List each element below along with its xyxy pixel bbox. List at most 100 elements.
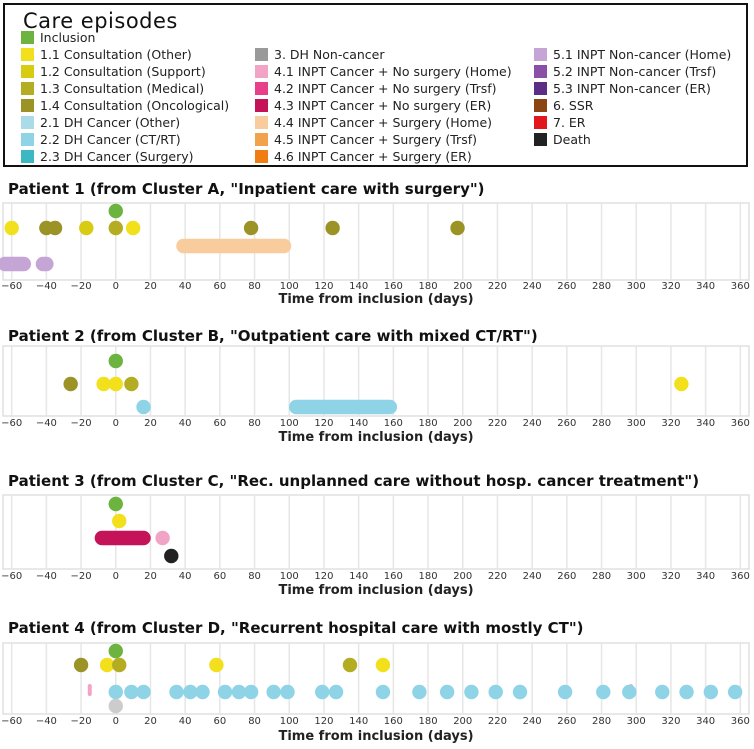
x-tick-label: 140: [349, 281, 368, 292]
x-tick-label: 180: [418, 571, 437, 582]
x-tick-label: 80: [248, 418, 261, 429]
episode-point: [243, 684, 259, 700]
legend-label: 4.1 INPT Cancer + No surgery (Home): [274, 64, 512, 79]
x-tick-label: 0: [113, 716, 119, 727]
legend-swatch: [534, 65, 547, 78]
legend-item: 5.1 INPT Non-cancer (Home): [534, 46, 731, 63]
x-tick-label: 220: [488, 418, 507, 429]
legend-swatch: [534, 133, 547, 146]
episode-point: [679, 684, 694, 700]
x-tick-label: 100: [280, 571, 299, 582]
legend-swatch: [534, 48, 547, 61]
episode-span: [288, 399, 398, 415]
episode-point: [488, 684, 503, 700]
x-tick-label: −20: [71, 418, 92, 429]
x-tick-label: 20: [144, 716, 157, 727]
legend-swatch: [534, 116, 547, 129]
episode-point: [596, 684, 611, 700]
x-tick-label: 300: [627, 281, 646, 292]
legend-swatch: [255, 133, 268, 146]
episode-point: [108, 698, 123, 714]
x-tick-label: −40: [36, 418, 57, 429]
episode-point: [63, 376, 78, 392]
episode-point: [108, 496, 123, 512]
x-tick-label: 280: [592, 571, 611, 582]
legend-title: Care episodes: [23, 9, 178, 33]
x-tick-label: 340: [696, 418, 715, 429]
legend-item: 6. SSR: [534, 97, 593, 114]
x-tick-label: 120: [314, 418, 333, 429]
legend-swatch: [21, 150, 34, 163]
x-tick-label: 260: [557, 418, 576, 429]
x-tick-label: 140: [349, 418, 368, 429]
legend-swatch: [21, 99, 34, 112]
episode-span: [94, 530, 151, 546]
x-tick-label: 120: [314, 716, 333, 727]
plot-frame: [2, 642, 750, 715]
x-tick-label: −60: [1, 418, 22, 429]
legend-swatch: [255, 150, 268, 163]
legend-item: 2.1 DH Cancer (Other): [21, 114, 180, 131]
legend-item: 4.2 INPT Cancer + No surgery (Trsf): [255, 80, 497, 97]
legend-label: 5.1 INPT Non-cancer (Home): [553, 47, 732, 62]
episode-point: [280, 684, 295, 700]
x-tick-label: 200: [453, 281, 472, 292]
x-tick-label: −60: [1, 571, 22, 582]
episode-point: [124, 376, 139, 392]
x-tick-label: 100: [280, 281, 299, 292]
patient-4-chart: Patient 4 (from Cluster D, "Recurrent ho…: [1, 619, 750, 744]
episode-point: [674, 376, 689, 392]
x-tick-label: 40: [179, 571, 192, 582]
legend-label: 1.1 Consultation (Other): [40, 47, 192, 62]
legend-item: Inclusion: [21, 29, 95, 46]
legend-swatch: [534, 99, 547, 112]
x-tick-label: 320: [661, 571, 680, 582]
legend-item: 1.4 Consultation (Oncological): [21, 97, 229, 114]
episode-point: [169, 684, 184, 700]
legend-label: 4.2 INPT Cancer + No surgery (Trsf): [274, 81, 497, 96]
episode-point: [164, 548, 179, 564]
x-tick-label: 280: [592, 716, 611, 727]
x-tick-label: 0: [113, 571, 119, 582]
legend-swatch: [255, 48, 268, 61]
episode-point: [136, 684, 151, 700]
legend-item: 4.5 INPT Cancer + Surgery (Trsf): [255, 131, 477, 148]
x-tick-label: 100: [280, 418, 299, 429]
episode-point: [125, 220, 141, 236]
episode-point: [375, 657, 391, 673]
x-tick-label: 20: [144, 418, 157, 429]
x-axis-label: Time from inclusion (days): [278, 729, 473, 744]
x-tick-label: 0: [113, 281, 119, 292]
x-tick-label: 300: [627, 571, 646, 582]
episode-point: [112, 513, 127, 529]
x-tick-label: 260: [557, 716, 576, 727]
x-tick-label: 320: [661, 281, 680, 292]
episode-point: [108, 684, 123, 700]
x-tick-label: −20: [71, 571, 92, 582]
episode-span: [0, 256, 32, 272]
x-tick-label: 240: [523, 281, 542, 292]
x-tick-label: −40: [36, 281, 57, 292]
legend-swatch: [21, 31, 34, 44]
legend-item: 2.2 DH Cancer (CT/RT): [21, 131, 181, 148]
legend-item: 7. ER: [534, 114, 585, 131]
x-tick-label: 340: [696, 716, 715, 727]
x-tick-label: 180: [418, 716, 437, 727]
episode-point: [195, 684, 210, 700]
x-tick-label: 220: [488, 281, 507, 292]
episode-point: [108, 220, 123, 236]
episode-point: [231, 684, 247, 700]
legend-swatch: [255, 99, 268, 112]
x-tick-label: 200: [453, 418, 472, 429]
legend-label: 1.4 Consultation (Oncological): [40, 98, 230, 113]
x-tick-label: −40: [36, 716, 57, 727]
x-tick-label: 160: [384, 571, 403, 582]
episode-point: [4, 220, 19, 236]
chart-title: Patient 4 (from Cluster D, "Recurrent ho…: [8, 619, 584, 637]
x-tick-label: 340: [696, 281, 715, 292]
legend-item: 5.2 INPT Non-cancer (Trsf): [534, 63, 716, 80]
episode-point: [209, 657, 224, 673]
x-tick-label: 60: [213, 716, 226, 727]
legend-swatch: [534, 82, 547, 95]
legend-label: 4.3 INPT Cancer + No surgery (ER): [274, 98, 492, 113]
